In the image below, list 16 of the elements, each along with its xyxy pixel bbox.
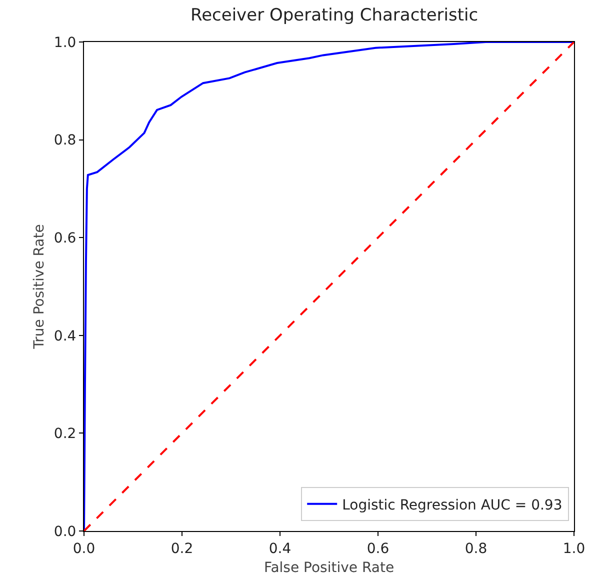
y-tick-label: 0.2 [54, 426, 76, 442]
x-tick-label: 0.4 [268, 540, 292, 557]
y-tick-label: 0.0 [54, 524, 76, 540]
x-tick-label: 0.2 [170, 540, 194, 557]
chart-title: Receiver Operating Characteristic [190, 6, 478, 26]
y-tick-label: 0.4 [54, 328, 76, 344]
y-tick-label: 1.0 [54, 34, 76, 51]
x-tick-label: 0.0 [72, 540, 96, 557]
x-tick-label: 0.6 [366, 540, 390, 557]
y-axis-title: True Positive Rate [32, 224, 48, 350]
y-tick-label: 0.8 [54, 132, 76, 149]
x-axis-title: False Positive Rate [264, 560, 394, 576]
x-tick-label: 0.8 [464, 540, 488, 557]
legend-label: Logistic Regression AUC = 0.93 [342, 497, 562, 514]
x-tick-label: 1.0 [562, 540, 586, 557]
y-tick-label: 0.6 [54, 230, 76, 246]
